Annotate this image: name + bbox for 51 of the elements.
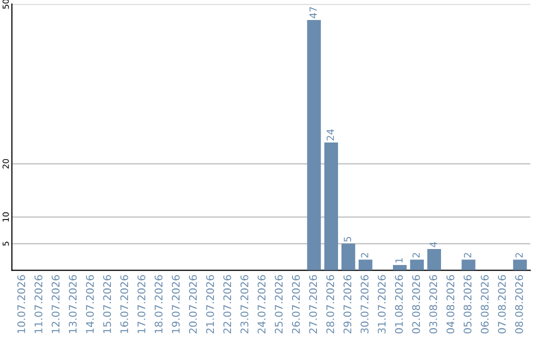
data-label: 1	[395, 258, 403, 263]
bar	[410, 260, 424, 270]
y-tick-label: 20	[2, 159, 9, 169]
x-tick-label: 27.07.2026	[309, 275, 318, 334]
x-tick-label: 08.08.2026	[515, 275, 524, 334]
y-tick-label: 5	[2, 242, 9, 246]
bar	[427, 249, 442, 270]
x-tick-label: 16.07.2026	[120, 275, 128, 333]
x-tick-label: 22.07.2026	[223, 275, 232, 334]
y-tick-label: 10	[2, 212, 9, 222]
x-tick-label: 15.07.2026	[103, 275, 112, 333]
x-tick-label: 06.08.2026	[480, 275, 489, 334]
data-label: 47	[310, 7, 317, 18]
x-tick-label: 26.07.2026	[292, 275, 300, 334]
data-label: 4	[430, 242, 437, 248]
x-tick-label: 04.08.2026	[446, 275, 454, 334]
x-tick-label: 13.07.2026	[68, 275, 77, 333]
x-tick-label: 17.07.2026	[137, 275, 146, 333]
data-label: 2	[360, 253, 368, 258]
data-label: 5	[344, 236, 352, 242]
x-tick-label: 12.07.2026	[52, 275, 60, 333]
bar	[324, 142, 338, 270]
x-tick-label: 10.07.2026	[17, 275, 26, 333]
x-tick-label: 01.08.2026	[394, 275, 403, 334]
x-tick-label: 14.07.2026	[86, 275, 94, 333]
x-tick-label: 02.08.2026	[412, 275, 420, 334]
bar	[358, 260, 372, 270]
x-tick-label: 23.07.2026	[240, 275, 248, 334]
x-tick-label: 25.07.2026	[274, 275, 283, 334]
x-tick-label: 07.08.2026	[498, 275, 506, 334]
x-tick-label: 28.07.2026	[326, 275, 334, 334]
x-tick-label: 20.07.2026	[188, 275, 197, 334]
bar	[341, 244, 356, 270]
x-tick-label: 21.07.2026	[206, 275, 214, 334]
x-tick-label: 29.07.2026	[343, 275, 352, 334]
data-label: 2	[412, 253, 420, 258]
x-tick-label: 18.07.2026	[154, 275, 163, 333]
data-label: 2	[464, 253, 472, 258]
x-tick-label: 24.07.2026	[258, 275, 266, 334]
bar	[513, 260, 527, 270]
data-label: 24	[326, 129, 334, 140]
data-label: 2	[515, 253, 523, 258]
bar	[462, 260, 476, 270]
x-tick-label: 19.07.2026	[172, 275, 180, 333]
x-tick-label: 31.07.2026	[378, 275, 386, 334]
x-tick-label: 05.08.2026	[464, 275, 472, 334]
x-tick-label: 30.07.2026	[360, 275, 369, 334]
x-tick-label: 03.08.2026	[429, 275, 438, 334]
x-tick-label: 11.07.2026	[34, 275, 42, 333]
bar	[392, 264, 407, 270]
bar	[307, 20, 321, 270]
